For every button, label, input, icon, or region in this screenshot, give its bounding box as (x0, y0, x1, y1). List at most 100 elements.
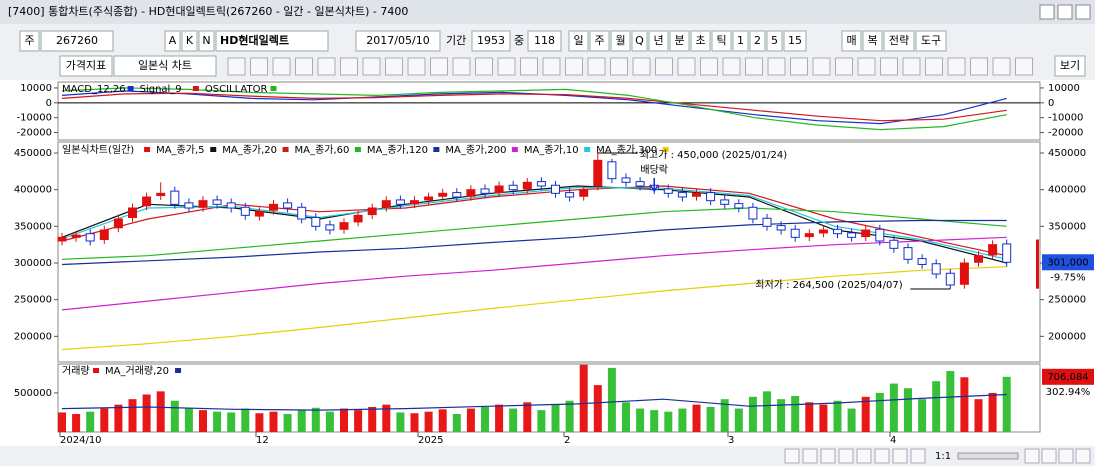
tool-icon[interactable] (1015, 57, 1033, 76)
letter-button[interactable] (164, 30, 181, 52)
tool-icon[interactable] (587, 57, 606, 76)
nav-icon[interactable] (820, 448, 836, 464)
y-tick-label: 0 (1048, 98, 1054, 109)
volume-bar (128, 399, 137, 432)
candle-body (551, 184, 560, 194)
period-button[interactable] (766, 30, 783, 52)
period-button[interactable] (568, 30, 589, 52)
nav-icon[interactable] (910, 448, 926, 464)
tool-icon[interactable] (565, 57, 583, 76)
volume-bar (410, 413, 419, 432)
tool-icon[interactable] (407, 57, 426, 76)
tool-icon[interactable] (250, 57, 268, 76)
candle-body (85, 233, 95, 242)
nav-icon[interactable] (856, 448, 872, 464)
tool-button[interactable] (915, 30, 947, 52)
tool-icon[interactable] (475, 57, 493, 76)
period-button[interactable] (732, 30, 749, 52)
nav-icon[interactable] (1024, 448, 1040, 464)
tool-button[interactable] (841, 30, 862, 52)
tool-icon[interactable] (452, 57, 471, 76)
market-select[interactable] (19, 30, 40, 52)
tool-icon[interactable] (880, 57, 898, 76)
candle-body (536, 181, 546, 187)
nav-icon[interactable] (1041, 448, 1057, 464)
volume-bar (213, 411, 222, 432)
nav-icon[interactable] (1075, 448, 1091, 464)
nav-icon[interactable] (784, 448, 800, 464)
tool-button[interactable] (883, 30, 915, 52)
tool-icon[interactable] (227, 57, 246, 76)
panel-frame (57, 141, 1041, 363)
candle-body (480, 188, 490, 194)
period-button[interactable] (589, 30, 610, 52)
legend-swatch (433, 147, 440, 152)
tool-icon[interactable] (272, 57, 291, 76)
tool-icon[interactable] (902, 57, 921, 76)
tool-icon[interactable] (812, 57, 831, 76)
volume-bar (607, 367, 616, 432)
period-button[interactable] (669, 30, 690, 52)
period-button[interactable] (711, 30, 732, 52)
tool-button[interactable] (862, 30, 883, 52)
last-volume: 706,084 (1047, 372, 1088, 383)
tool-icon[interactable] (925, 57, 943, 76)
maximize-button[interactable] (1057, 4, 1073, 20)
tool-icon[interactable] (362, 57, 381, 76)
chart-type-select[interactable] (113, 55, 217, 77)
tool-icon[interactable] (722, 57, 741, 76)
tool-icon[interactable] (655, 57, 673, 76)
tool-icon[interactable] (340, 57, 358, 76)
tool-icon[interactable] (520, 57, 538, 76)
minimize-button[interactable] (1039, 4, 1055, 20)
candle-body (762, 217, 772, 227)
tool-icon[interactable] (790, 57, 808, 76)
count-input[interactable] (527, 30, 562, 52)
tool-icon[interactable] (970, 57, 988, 76)
period-button[interactable] (610, 30, 631, 52)
panel-frame (57, 81, 1041, 141)
code-input[interactable] (40, 30, 114, 52)
close-button[interactable] (1075, 4, 1091, 20)
candle-body (565, 192, 575, 198)
period-button[interactable] (631, 30, 648, 52)
tool-icon[interactable] (430, 57, 448, 76)
nav-icon[interactable] (838, 448, 854, 464)
volume-bar (170, 400, 179, 432)
tool-icon[interactable] (767, 57, 786, 76)
period-button-label: 주 (594, 34, 604, 47)
period-button[interactable] (749, 30, 766, 52)
nav-icon[interactable] (1058, 448, 1074, 464)
tool-icon[interactable] (992, 57, 1011, 76)
tool-icon[interactable] (632, 57, 651, 76)
nav-icon[interactable] (802, 448, 818, 464)
tool-icon[interactable] (677, 57, 696, 76)
tool-icon[interactable] (542, 57, 561, 76)
nav-icon[interactable] (892, 448, 908, 464)
tool-icon[interactable] (295, 57, 313, 76)
tool-icon[interactable] (835, 57, 853, 76)
candle-body (311, 217, 321, 227)
period-input[interactable] (471, 30, 511, 52)
tool-icon[interactable] (947, 57, 966, 76)
tool-icon[interactable] (700, 57, 718, 76)
period-button[interactable] (783, 30, 807, 52)
tool-icon[interactable] (745, 57, 763, 76)
tool-icon[interactable] (497, 57, 516, 76)
tool-icon[interactable] (317, 57, 336, 76)
zoom-slider[interactable] (957, 452, 1019, 460)
tool-icon[interactable] (857, 57, 876, 76)
tool-icon[interactable] (385, 57, 403, 76)
indicator-button[interactable] (59, 55, 113, 77)
tool-button-label: 전략 (889, 34, 909, 47)
period-button[interactable] (648, 30, 669, 52)
name-box[interactable] (215, 30, 329, 52)
date-input[interactable] (355, 30, 441, 52)
view-button[interactable] (1054, 55, 1086, 77)
tool-icon[interactable] (610, 57, 628, 76)
period-button-label: 틱 (716, 34, 726, 47)
letter-button[interactable] (181, 30, 198, 52)
period-button[interactable] (690, 30, 711, 52)
letter-button[interactable] (198, 30, 215, 52)
nav-icon[interactable] (874, 448, 890, 464)
